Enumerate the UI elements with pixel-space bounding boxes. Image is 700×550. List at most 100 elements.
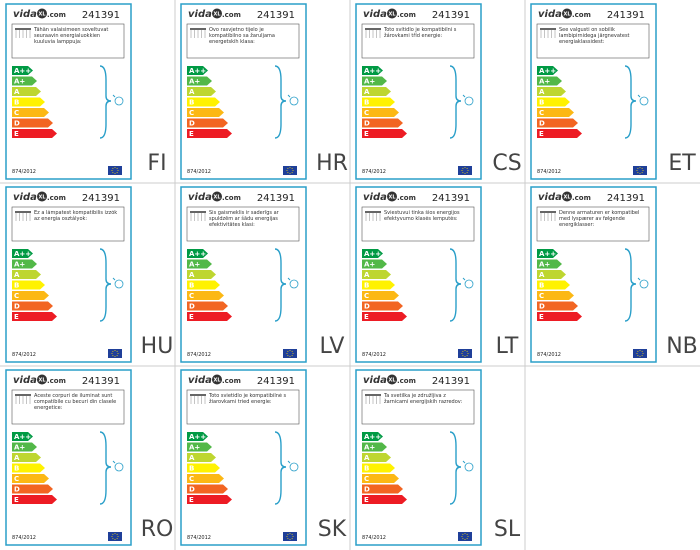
brand-suffix: .com [47, 194, 66, 202]
eu-star [642, 353, 644, 354]
eu-star [466, 533, 468, 535]
class-letter: A [14, 88, 20, 96]
class-arrow [362, 453, 391, 462]
eu-star [467, 536, 469, 537]
class-arrow [537, 280, 570, 290]
class-letter: A [14, 454, 20, 462]
bulb-base [637, 94, 641, 98]
class-arrow [362, 280, 395, 290]
class-letter: E [189, 313, 194, 321]
class-letter: E [539, 130, 544, 138]
lamp-icon [190, 28, 206, 38]
class-arrow [362, 495, 407, 504]
eu-star [287, 172, 289, 174]
eu-star [639, 350, 641, 351]
class-letter: B [14, 282, 19, 290]
energy-label: vida XL .com 241391 Šis gaismeklis ir saderī… [180, 186, 344, 363]
class-arrow [12, 474, 49, 483]
eu-star [464, 533, 466, 534]
bulb-base [287, 94, 291, 98]
lamp-icon [190, 394, 206, 404]
model-number: 241391 [82, 376, 120, 387]
class-letter: A+ [189, 261, 200, 269]
class-letter: A++ [189, 433, 206, 441]
class-arrow [537, 249, 558, 258]
class-arrow [362, 118, 403, 128]
class-letter: D [189, 303, 195, 311]
class-letter: D [364, 303, 370, 311]
eu-star [116, 167, 118, 169]
brace [624, 248, 637, 322]
class-letter: A+ [364, 78, 375, 86]
brand-suffix: .com [47, 11, 66, 19]
class-arrow [187, 270, 216, 279]
class-letter: B [364, 99, 369, 107]
eu-star [639, 356, 641, 357]
class-letter: E [14, 130, 19, 138]
class-letter: B [189, 282, 194, 290]
class-arrow [12, 97, 45, 107]
regulation: 874/2012 [12, 352, 36, 358]
brand-suffix: .com [222, 194, 241, 202]
brand-suffix: .com [397, 377, 416, 385]
eu-flag [633, 349, 647, 358]
eu-star [291, 355, 293, 357]
regulation: 874/2012 [12, 535, 36, 541]
brand-prefix: vida [188, 192, 212, 203]
eu-star [291, 167, 293, 169]
model-number: 241391 [432, 193, 470, 204]
class-arrow [537, 301, 578, 311]
regulation: 874/2012 [187, 535, 211, 541]
lamp-icon [190, 211, 206, 221]
eu-star [291, 533, 293, 535]
lamp-bar [15, 28, 31, 30]
eu-star [461, 170, 463, 171]
class-arrow [12, 484, 53, 494]
class-letter: A+ [364, 261, 375, 269]
brand-suffix: .com [222, 11, 241, 19]
lamp-bar [190, 211, 206, 213]
class-arrow [12, 312, 57, 321]
energy-label: vida XL .com 241391 Denne armaturen er kompa… [530, 186, 698, 363]
brace [449, 248, 462, 322]
eu-star [637, 355, 639, 357]
class-letter: D [14, 486, 20, 494]
regulation: 874/2012 [537, 352, 561, 358]
bulb-base [462, 94, 466, 98]
brand-suffix: .com [47, 377, 66, 385]
lamp-bar [15, 394, 31, 396]
eu-star [289, 173, 291, 174]
brand-badge: XL [563, 12, 571, 18]
bulb-base [287, 460, 291, 464]
eu-star [289, 533, 291, 534]
class-arrow [362, 270, 391, 279]
description: Toto svietidlo je kompatibilné s žiarovk… [209, 393, 287, 405]
eu-star [287, 538, 289, 540]
lamp-icon [540, 28, 556, 38]
class-letter: E [189, 496, 194, 504]
language-code: SK [318, 517, 347, 542]
eu-star [642, 170, 644, 171]
energy-label: vida XL .com 241391 Tähän valaisimeen sovelt… [5, 3, 167, 180]
class-arrow [12, 76, 37, 86]
description: Šviestuvui tinka šios energijos efektyvu… [384, 210, 460, 222]
eu-star [289, 539, 291, 540]
eu-star [289, 350, 291, 351]
class-arrow [362, 76, 387, 86]
lamp-bar [540, 28, 556, 30]
class-arrow [12, 129, 57, 138]
brace [99, 248, 112, 322]
description-wrap: Ta svetilka je združljiva z žarnicami en… [384, 393, 462, 405]
class-arrow [537, 87, 566, 96]
class-letter: D [364, 120, 370, 128]
eu-flag [108, 349, 122, 358]
class-arrow [12, 495, 57, 504]
class-arrow [187, 312, 232, 321]
brand-prefix: vida [188, 375, 212, 386]
class-letter: C [14, 475, 19, 483]
model-number: 241391 [257, 376, 295, 387]
class-letter: A [539, 271, 545, 279]
class-letter: A++ [189, 67, 206, 75]
brace [449, 65, 462, 139]
eu-star [462, 350, 464, 352]
